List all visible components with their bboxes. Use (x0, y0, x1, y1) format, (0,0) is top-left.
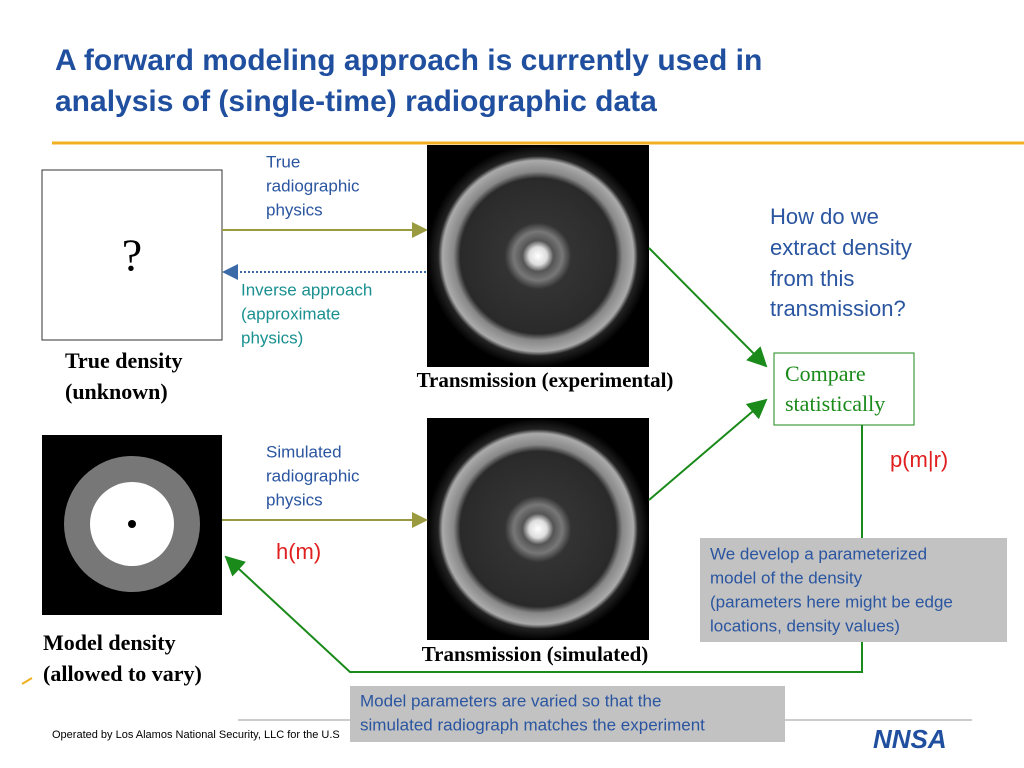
note: simulated radiograph matches the experim… (360, 715, 705, 734)
label: (approximate (241, 304, 340, 323)
label: physics (266, 490, 323, 509)
arrow (648, 247, 768, 368)
label: physics (266, 200, 323, 219)
compare: Compare (785, 361, 866, 386)
question: extract density (770, 235, 912, 260)
experimental-image (427, 145, 649, 367)
decoration (21, 677, 33, 685)
note: model of the density (710, 568, 863, 587)
arrow (648, 398, 768, 501)
note: locations, density values) (710, 616, 900, 635)
label: physics) (241, 328, 303, 347)
note-box (350, 686, 785, 742)
compare-box (773, 352, 915, 426)
question: transmission? (770, 296, 906, 321)
unknown-box (41, 169, 223, 341)
caption: True density (65, 348, 183, 373)
title: A forward modeling approach is currently… (55, 44, 762, 77)
question: from this (770, 266, 854, 291)
note: Model parameters are varied so that the (360, 691, 661, 710)
label: radiographic (266, 176, 360, 195)
label: True (266, 152, 300, 171)
question-mark: ? (122, 230, 142, 281)
compare: statistically (785, 391, 885, 416)
footer: Operated by Los Alamos National Security… (52, 729, 340, 741)
question: How do we (770, 204, 879, 229)
logo: NNSA (873, 724, 947, 754)
forward-op: h(m) (276, 539, 321, 564)
title: analysis of (single-time) radiographic d… (55, 85, 657, 118)
caption: Transmission (experimental) (417, 368, 674, 392)
label: Inverse approach (241, 280, 372, 299)
simulated-image (427, 418, 649, 640)
label: radiographic (266, 466, 360, 485)
note: We develop a parameterized (710, 544, 927, 563)
caption: (unknown) (65, 379, 168, 404)
model-dot (128, 520, 136, 528)
caption: (allowed to vary) (43, 661, 202, 686)
note-box (700, 538, 1007, 642)
label: Simulated (266, 442, 342, 461)
posterior: p(m|r) (890, 447, 948, 472)
caption: Transmission (simulated) (422, 642, 649, 666)
note: (parameters here might be edge (710, 592, 953, 611)
caption: Model density (43, 630, 176, 655)
